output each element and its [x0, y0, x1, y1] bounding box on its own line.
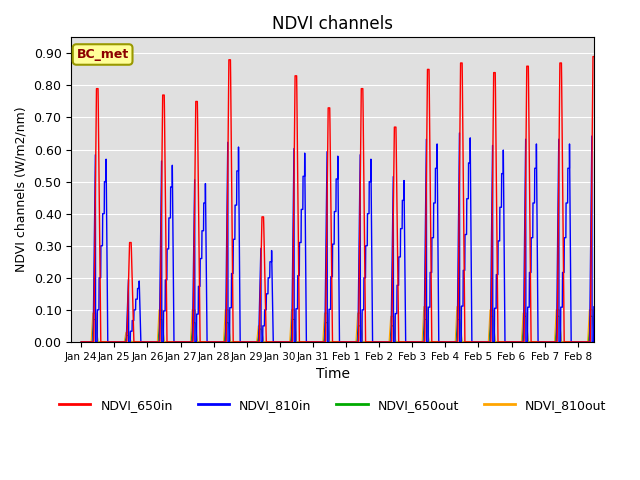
Text: BC_met: BC_met — [77, 48, 129, 61]
Legend: NDVI_650in, NDVI_810in, NDVI_650out, NDVI_810out: NDVI_650in, NDVI_810in, NDVI_650out, NDV… — [54, 394, 611, 417]
X-axis label: Time: Time — [316, 367, 350, 381]
Y-axis label: NDVI channels (W/m2/nm): NDVI channels (W/m2/nm) — [15, 107, 28, 273]
Title: NDVI channels: NDVI channels — [272, 15, 393, 33]
